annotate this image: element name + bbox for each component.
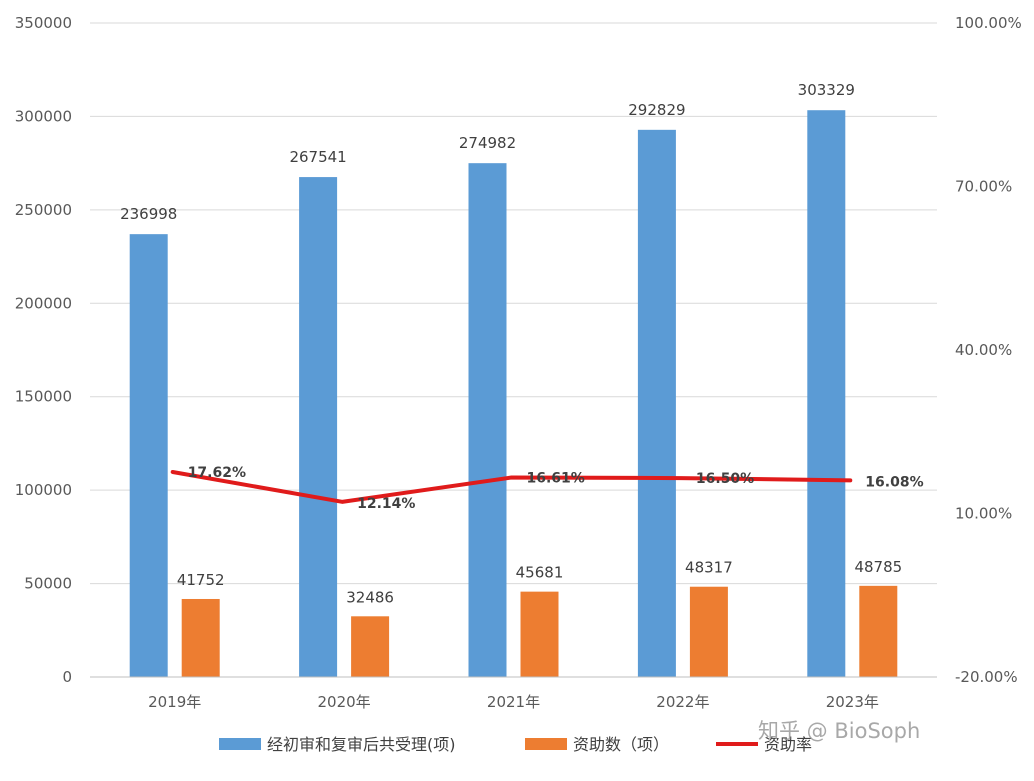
bar-funded [690, 587, 728, 677]
y-right-tick-label: 10.00% [955, 505, 1012, 523]
y-right-tick-label: 70.00% [955, 178, 1012, 196]
data-label-funded: 48317 [685, 559, 733, 577]
y-left-tick-label: 100000 [15, 481, 72, 499]
rate-data-label: 17.62% [188, 465, 246, 481]
legend-swatch [525, 738, 567, 750]
y-left-tick-label: 250000 [15, 201, 72, 219]
y-right-tick-label: 40.00% [955, 341, 1012, 359]
bar-accepted [807, 110, 845, 677]
data-label-accepted: 236998 [120, 205, 177, 223]
x-tick-label: 2021年 [487, 693, 540, 711]
watermark: 知乎 @ BioSoph [758, 719, 920, 743]
bar-accepted [130, 234, 168, 677]
x-tick-label: 2019年 [148, 693, 201, 711]
y-left-tick-label: 150000 [15, 388, 72, 406]
bar-accepted [469, 163, 507, 677]
x-tick-label: 2020年 [318, 693, 371, 711]
rate-data-label: 16.61% [527, 470, 585, 486]
y-right-tick-label: -20.00% [955, 668, 1018, 686]
data-label-accepted: 267541 [289, 148, 346, 166]
y-left-tick-label: 200000 [15, 294, 72, 312]
bar-accepted [638, 130, 676, 677]
legend-label: 资助数（项） [573, 735, 669, 754]
legend-label: 经初审和复审后共受理(项) [267, 735, 456, 754]
bar-accepted [299, 177, 337, 677]
data-label-funded: 32486 [346, 588, 394, 606]
bar-funded [859, 586, 897, 677]
bar-funded [182, 599, 220, 677]
bar-funded [521, 592, 559, 677]
data-label-funded: 48785 [854, 558, 902, 576]
rate-data-label: 12.14% [357, 496, 415, 512]
data-label-accepted: 303329 [798, 81, 855, 99]
y-left-tick-label: 50000 [24, 575, 72, 593]
x-tick-label: 2023年 [826, 693, 879, 711]
data-label-accepted: 274982 [459, 134, 516, 152]
data-label-funded: 41752 [177, 571, 225, 589]
y-right-tick-label: 100.00% [955, 14, 1022, 32]
data-label-accepted: 292829 [628, 101, 685, 119]
rate-data-label: 16.50% [696, 471, 754, 487]
y-left-tick-label: 300000 [15, 107, 72, 125]
bar-funded [351, 616, 389, 677]
data-label-funded: 45681 [516, 564, 564, 582]
y-left-tick-label: 0 [62, 668, 72, 686]
y-left-tick-label: 350000 [15, 14, 72, 32]
x-tick-label: 2022年 [656, 693, 709, 711]
rate-data-label: 16.08% [865, 474, 923, 490]
legend-swatch [219, 738, 261, 750]
